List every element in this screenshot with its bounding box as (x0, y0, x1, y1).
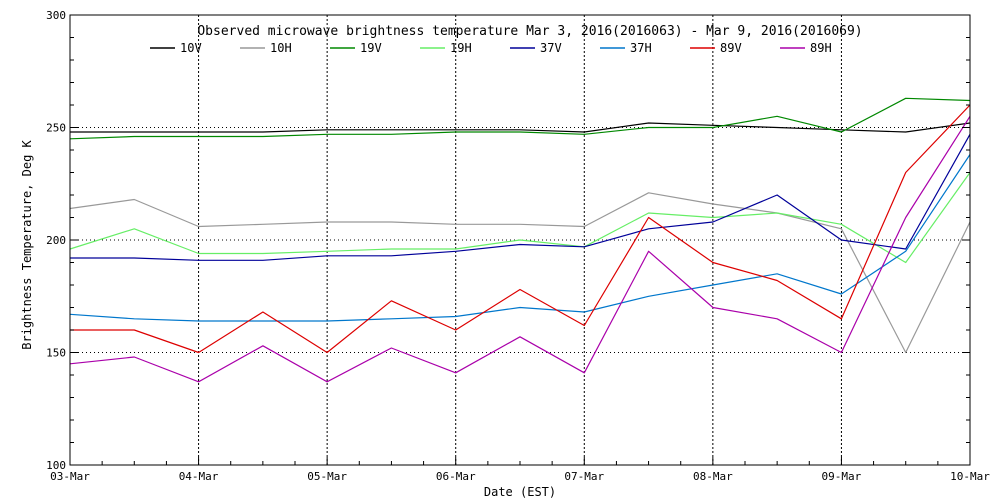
chart-title: Observed microwave brightness temperatur… (197, 24, 862, 39)
legend-label-89h: 89H (810, 41, 832, 55)
legend-label-37v: 37V (540, 41, 562, 55)
legend-label-10v: 10V (180, 41, 202, 55)
x-tick-label: 03-Mar (50, 470, 90, 483)
y-tick-label: 300 (46, 9, 66, 22)
y-tick-label: 100 (46, 459, 66, 472)
x-axis-label: Date (EST) (484, 485, 556, 499)
series-line-10h (69, 192, 971, 354)
legend: 10V 10H 19V 19H 37V 37H 89V 89H (150, 41, 832, 55)
series-line-37v (70, 134, 971, 261)
x-tick-label: 09-Mar (822, 470, 862, 483)
x-tick-label: 05-Mar (307, 470, 347, 483)
y-tick-label: 250 (46, 122, 66, 135)
legend-label-89v: 89V (720, 41, 742, 55)
legend-label-37h: 37H (630, 41, 652, 55)
x-axis-ticks: 03-Mar 04-Mar 05-Mar 06-Mar 07-Mar 08-Mar 09-M… (50, 457, 990, 483)
series-line-89v (70, 104, 971, 354)
series-line-10v (70, 122, 971, 133)
y-tick-label: 150 (46, 347, 66, 360)
x-tick-label: 06-Mar (436, 470, 476, 483)
series-line-19v (69, 97, 971, 140)
series-lines (69, 97, 971, 383)
legend-label-10h: 10H (270, 41, 292, 55)
y-tick-label: 200 (46, 234, 66, 247)
legend-label-19v: 19V (360, 41, 382, 55)
x-tick-label: 04-Mar (179, 470, 219, 483)
y-axis-label: Brightness Temperature, Deg K (20, 139, 34, 349)
series-line-19h (69, 172, 971, 264)
series-line-37h (69, 154, 971, 322)
x-tick-label: 10-Mar (950, 470, 990, 483)
x-tick-label: 08-Mar (693, 470, 733, 483)
x-tick-label: 07-Mar (564, 470, 604, 483)
y-axis-ticks: 100 150 200 250 300 (46, 9, 970, 472)
legend-label-19h: 19H (450, 41, 472, 55)
series-line-89h (69, 115, 971, 383)
